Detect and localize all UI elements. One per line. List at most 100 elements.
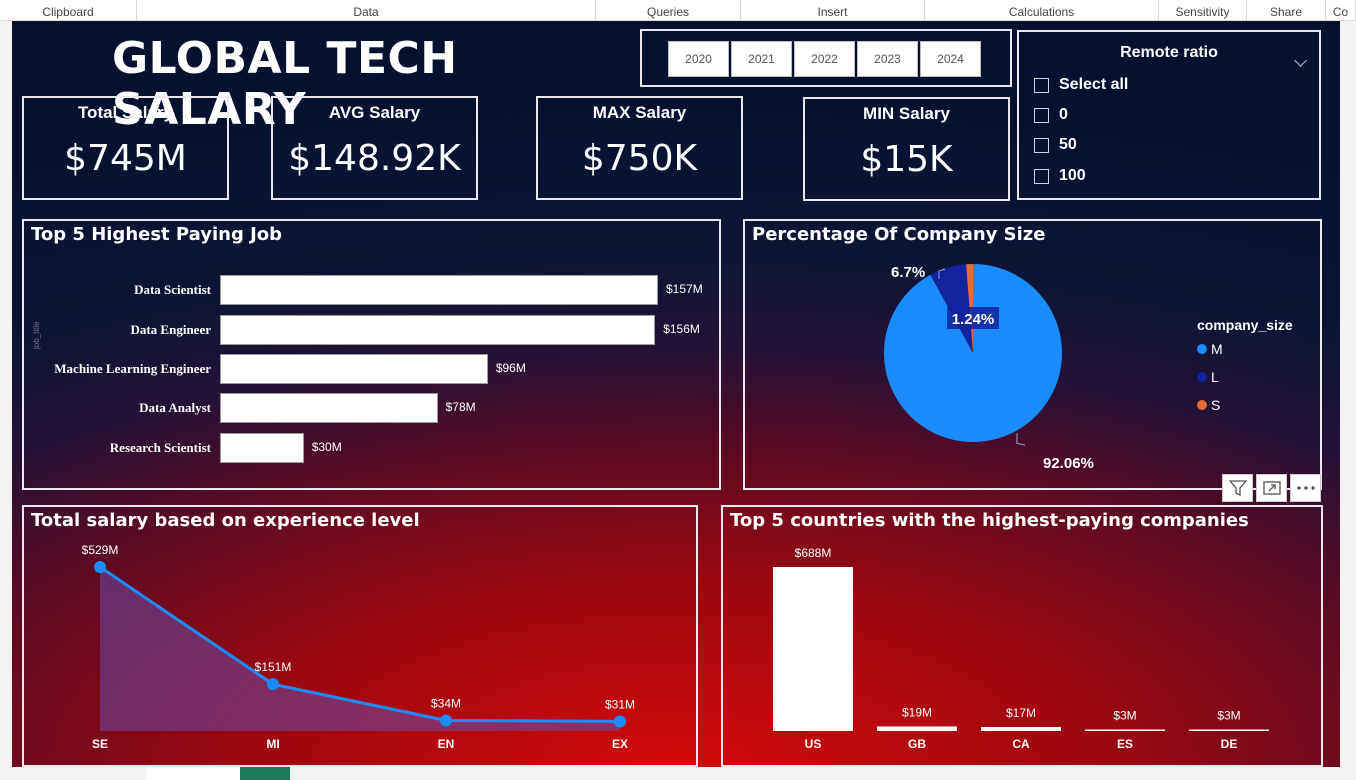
ribbon-group-label[interactable]: Data — [137, 0, 596, 21]
checkbox[interactable] — [1034, 107, 1049, 123]
x-tick-label: EX — [612, 737, 628, 751]
leader-line — [938, 268, 946, 279]
bar[interactable] — [1189, 729, 1269, 732]
focus-mode-icon[interactable] — [1256, 474, 1287, 502]
x-tick-label: DE — [1221, 737, 1238, 751]
year-button[interactable]: 2020 — [668, 41, 729, 77]
x-tick-label: EN — [438, 737, 455, 751]
year-slicer: 2020 2021 2022 2023 2024 — [640, 29, 1012, 87]
filter-icon[interactable] — [1222, 474, 1253, 502]
data-point[interactable] — [440, 714, 452, 727]
legend-label: M — [1211, 341, 1223, 357]
chart-title: Top 5 countries with the highest-paying … — [730, 510, 1249, 531]
checkbox[interactable] — [1034, 168, 1049, 184]
ribbon-group-label[interactable]: Clipboard — [0, 0, 137, 21]
data-point[interactable] — [614, 715, 626, 728]
series-line — [99, 565, 621, 723]
pie-label: 1.24% — [952, 311, 995, 328]
bar[interactable] — [877, 726, 957, 731]
legend-title: company_size — [1197, 317, 1293, 333]
data-point[interactable] — [94, 561, 106, 573]
callout-box — [947, 307, 999, 329]
ribbon-group-label[interactable]: Co — [1326, 0, 1356, 21]
chart-title: Top 5 Highest Paying Job — [31, 224, 283, 245]
data-label: $157M — [666, 282, 703, 296]
visual-header-tools — [1222, 474, 1321, 502]
bar-row[interactable]: Data Analyst $78M — [24, 393, 719, 423]
bar[interactable] — [220, 315, 656, 345]
legend-item[interactable]: M — [1197, 341, 1223, 357]
ribbon-group-label[interactable]: Sensitivity — [1159, 0, 1247, 21]
option-label: 100 — [1059, 167, 1086, 184]
legend-item[interactable]: L — [1197, 369, 1219, 385]
remote-option[interactable]: Select all — [1034, 74, 1128, 96]
page-tab[interactable] — [147, 767, 240, 780]
bar-row[interactable]: Research Scientist $30M — [24, 433, 719, 463]
bar[interactable] — [220, 275, 658, 305]
data-label: $78M — [445, 400, 476, 414]
kpi-label: MIN Salary — [863, 104, 950, 123]
bar-row[interactable]: Data Engineer $156M — [24, 315, 719, 345]
legend-item[interactable]: S — [1197, 397, 1220, 413]
kpi-label: MAX Salary — [592, 103, 687, 122]
ribbon-group-label[interactable]: Calculations — [925, 0, 1159, 21]
bar[interactable] — [1085, 729, 1165, 732]
countries-svg: $688M US $19M GB $17M CA $3M ES $3M DE — [773, 546, 1269, 751]
page-tab-active[interactable] — [240, 767, 290, 780]
countries-chart[interactable]: Top 5 countries with the highest-paying … — [721, 505, 1323, 767]
kpi-card[interactable]: MIN Salary $15K — [803, 97, 1010, 201]
legend-dot — [1197, 344, 1207, 354]
checkbox[interactable] — [1034, 77, 1049, 93]
x-tick-label: US — [805, 737, 822, 751]
year-button[interactable]: 2022 — [794, 41, 855, 77]
data-label: $30M — [311, 440, 342, 454]
remote-option[interactable]: 50 — [1034, 134, 1077, 156]
data-label: $688M — [795, 546, 832, 560]
bar[interactable] — [220, 393, 438, 423]
more-options-icon[interactable] — [1290, 474, 1321, 502]
remote-ratio-title: Remote ratio — [1120, 44, 1218, 61]
year-button[interactable]: 2024 — [920, 41, 981, 77]
data-label: $156M — [663, 322, 700, 336]
bar-row[interactable]: Data Scientist $157M — [24, 275, 719, 305]
category-label: Data Scientist — [134, 282, 211, 297]
checkbox[interactable] — [1034, 137, 1049, 153]
page-title: GLOBAL TECH SALARY — [112, 33, 458, 135]
chart-title: Percentage Of Company Size — [752, 224, 1046, 245]
leader-line — [1016, 433, 1026, 446]
bar-row[interactable]: Machine Learning Engineer $96M — [24, 354, 719, 384]
experience-chart[interactable]: Total salary based on experience level $… — [22, 505, 698, 767]
bar[interactable] — [220, 354, 488, 384]
option-label: Select all — [1059, 76, 1129, 93]
company-size-chart[interactable]: Percentage Of Company Size 92.06% 6.7% 1.2… — [743, 219, 1322, 490]
report-canvas: GLOBAL TECH SALARY 2020 2021 2022 2023 2… — [12, 21, 1340, 767]
year-button[interactable]: 2021 — [731, 41, 792, 77]
remote-ratio-slicer: Remote ratio Select all 0 50 100 — [1017, 30, 1321, 200]
ribbon-group-label[interactable]: Share — [1247, 0, 1326, 21]
remote-option[interactable]: 0 — [1034, 104, 1068, 126]
data-point[interactable] — [267, 678, 279, 691]
bar[interactable] — [220, 433, 304, 463]
ribbon-bar: Clipboard Data Queries Insert Calculations Se… — [0, 0, 1356, 21]
year-button[interactable]: 2023 — [857, 41, 918, 77]
kpi-card[interactable]: AVG Salary $148.92K — [271, 96, 478, 200]
kpi-value: $745M — [64, 138, 187, 179]
data-label: $31M — [605, 697, 635, 711]
data-label: $3M — [1217, 709, 1240, 723]
jobs-chart[interactable]: Top 5 Highest Paying Job job_title Data … — [22, 219, 721, 490]
data-label: $529M — [82, 543, 119, 557]
ribbon-group-label[interactable]: Insert — [741, 0, 925, 21]
kpi-card[interactable]: Total Salary $745M — [22, 96, 229, 200]
ribbon-group-label[interactable]: Queries — [596, 0, 741, 21]
legend-dot — [1197, 372, 1207, 382]
kpi-card[interactable]: MAX Salary $750K — [536, 96, 743, 200]
x-tick-label: ES — [1117, 737, 1133, 751]
bar[interactable] — [773, 567, 853, 731]
remote-option[interactable]: 100 — [1034, 165, 1086, 187]
pie-label: 92.06% — [1043, 455, 1094, 472]
pie-slice-M[interactable] — [884, 264, 1062, 443]
chart-title: Total salary based on experience level — [31, 510, 420, 531]
bar[interactable] — [981, 726, 1061, 731]
option-label: 50 — [1059, 136, 1077, 153]
data-label: $19M — [902, 705, 932, 719]
